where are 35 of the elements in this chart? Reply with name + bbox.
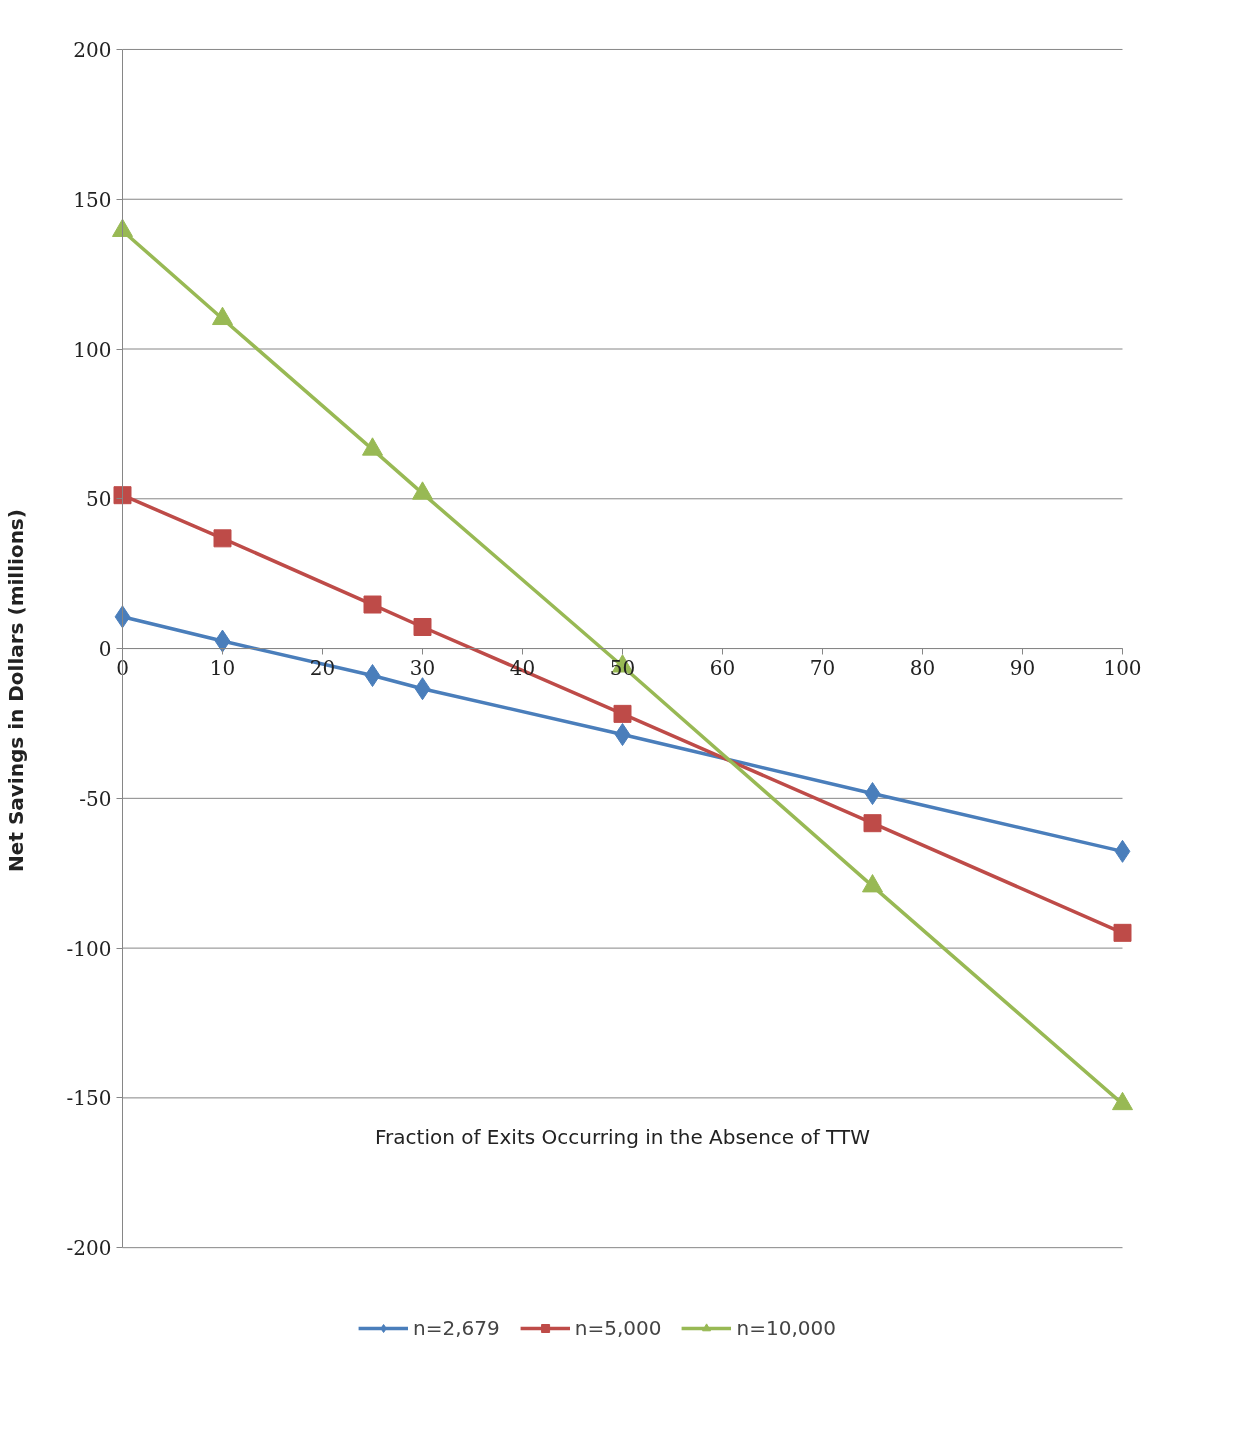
point: [413, 618, 432, 636]
point: [213, 529, 232, 548]
x-tick-label: 100: [1103, 655, 1142, 680]
x-tick-label: 0: [116, 655, 129, 680]
y-tick-label: -50: [79, 786, 112, 811]
y-tick-label: 0: [98, 637, 112, 662]
y-tick-label: -200: [66, 1236, 112, 1261]
x-tick-label: 30: [409, 655, 436, 680]
point: [864, 782, 881, 806]
point: [613, 704, 632, 723]
x-tick-label: 60: [709, 655, 736, 680]
x-tick-label: 10: [209, 655, 236, 680]
point: [863, 814, 882, 833]
point: [113, 486, 132, 505]
point: [1114, 839, 1131, 863]
legend-label: n=2,679: [413, 1316, 500, 1340]
legend-label: n=5,000: [574, 1316, 662, 1340]
x-tick-label: 80: [909, 655, 936, 680]
y-tick-label: 150: [73, 187, 112, 212]
x-tick-label: 70: [809, 655, 836, 680]
point: [364, 664, 381, 688]
x-axis-title: Fraction of Exits Occurring in the Absence of TTW: [375, 1124, 871, 1149]
y-tick-label: 100: [73, 337, 112, 362]
y-tick-label: 200: [73, 37, 112, 62]
point: [214, 629, 231, 653]
y-tick-label: -150: [66, 1086, 112, 1111]
point: [1113, 923, 1132, 942]
point: [414, 677, 431, 701]
y-tick-label: -100: [66, 936, 112, 961]
y-axis-title: Net Savings in Dollars (millions): [3, 509, 28, 872]
legend-label: n=10,000: [736, 1316, 836, 1340]
point: [614, 723, 631, 747]
x-tick-label: 90: [1009, 655, 1036, 680]
y-tick-label: 50: [86, 487, 112, 512]
point: [363, 595, 382, 614]
